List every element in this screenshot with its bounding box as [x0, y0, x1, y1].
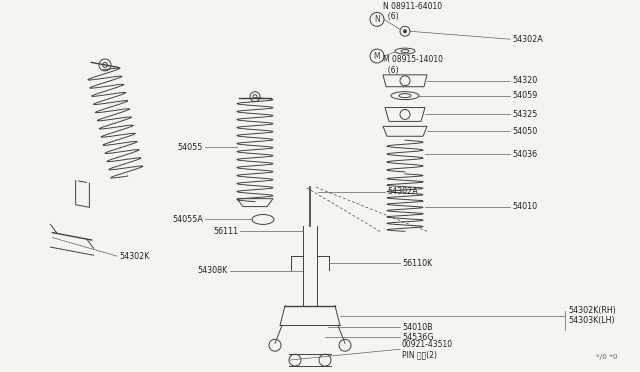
Text: 54308K: 54308K	[198, 266, 228, 276]
Text: N: N	[374, 15, 380, 24]
Text: 54302K: 54302K	[119, 251, 149, 261]
Text: 56110K: 56110K	[402, 259, 432, 267]
Text: 56111: 56111	[213, 227, 238, 236]
Text: M 08915-14010
  (6): M 08915-14010 (6)	[383, 55, 443, 75]
Text: */0 *0: */0 *0	[596, 354, 618, 360]
Text: 54302A: 54302A	[387, 187, 418, 196]
Text: 54302K(RH)
54303K(LH): 54302K(RH) 54303K(LH)	[568, 306, 616, 325]
Text: N 08911-64010
  (6): N 08911-64010 (6)	[383, 2, 442, 21]
Text: 54325: 54325	[512, 110, 538, 119]
Text: 54320: 54320	[512, 76, 537, 85]
Text: M: M	[374, 52, 380, 61]
Text: 54055A: 54055A	[172, 215, 203, 224]
Text: 54055: 54055	[178, 142, 203, 152]
Text: 54036: 54036	[512, 150, 537, 158]
Text: 54059: 54059	[512, 91, 538, 100]
Text: 54010B: 54010B	[402, 323, 433, 332]
Text: 54010: 54010	[512, 202, 537, 211]
Text: 54050: 54050	[512, 127, 537, 136]
Text: 54302A: 54302A	[512, 35, 543, 44]
Circle shape	[403, 29, 407, 33]
Text: 54536G: 54536G	[402, 333, 433, 342]
Text: 00921-43510
PIN ピン(2): 00921-43510 PIN ピン(2)	[402, 340, 453, 359]
